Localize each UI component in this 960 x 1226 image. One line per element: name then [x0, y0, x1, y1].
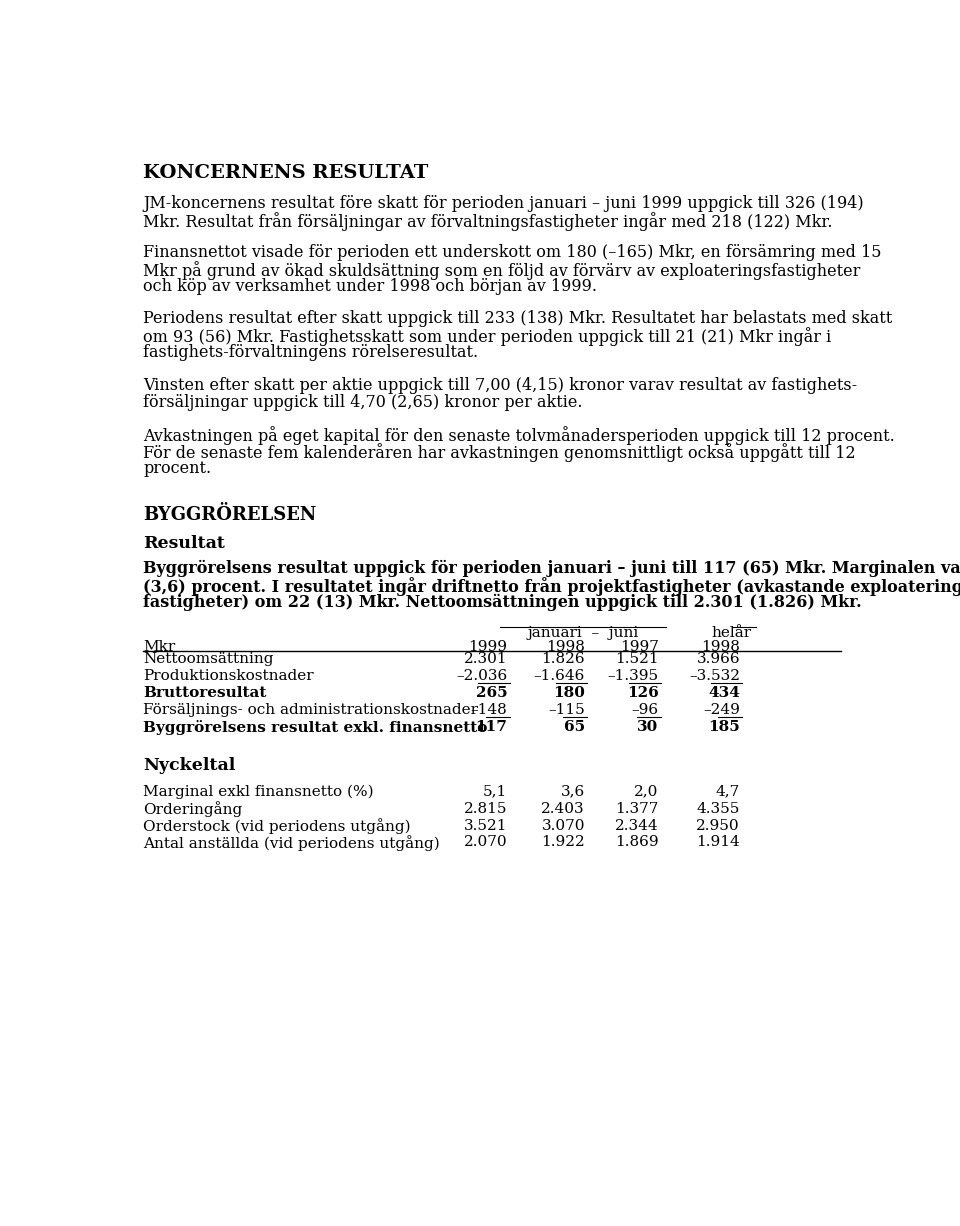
Text: 4.355: 4.355 [697, 802, 740, 815]
Text: 2.070: 2.070 [464, 835, 508, 850]
Text: Produktionskostnader: Produktionskostnader [143, 669, 314, 683]
Text: 180: 180 [553, 687, 585, 700]
Text: 185: 185 [708, 720, 740, 734]
Text: –3.532: –3.532 [689, 669, 740, 683]
Text: Marginal exkl finansnetto (%): Marginal exkl finansnetto (%) [143, 785, 373, 799]
Text: Periodens resultat efter skatt uppgick till 233 (138) Mkr. Resultatet har belast: Periodens resultat efter skatt uppgick t… [143, 310, 893, 327]
Text: 2,0: 2,0 [635, 785, 659, 798]
Text: 126: 126 [627, 687, 659, 700]
Text: 2.403: 2.403 [541, 802, 585, 815]
Text: 3.070: 3.070 [541, 819, 585, 832]
Text: 2.344: 2.344 [615, 819, 659, 832]
Text: om 93 (56) Mkr. Fastighetsskatt som under perioden uppgick till 21 (21) Mkr ingå: om 93 (56) Mkr. Fastighetsskatt som unde… [143, 327, 831, 346]
Text: 1.922: 1.922 [541, 835, 585, 850]
Text: helår: helår [711, 626, 752, 640]
Text: försäljningar uppgick till 4,70 (2,65) kronor per aktie.: försäljningar uppgick till 4,70 (2,65) k… [143, 394, 583, 411]
Text: Orderingång: Orderingång [143, 802, 243, 818]
Text: –249: –249 [703, 702, 740, 717]
Text: och köp av verksamhet under 1998 och början av 1999.: och köp av verksamhet under 1998 och bör… [143, 278, 597, 295]
Text: Antal anställda (vid periodens utgång): Antal anställda (vid periodens utgång) [143, 835, 440, 851]
Text: Resultat: Resultat [143, 536, 226, 552]
Text: 5,1: 5,1 [483, 785, 508, 798]
Text: Mkr. Resultat från försäljningar av förvaltningsfastigheter ingår med 218 (122) : Mkr. Resultat från försäljningar av förv… [143, 212, 832, 230]
Text: 4,7: 4,7 [716, 785, 740, 798]
Text: KONCERNENS RESULTAT: KONCERNENS RESULTAT [143, 164, 428, 181]
Text: 2.301: 2.301 [464, 652, 508, 666]
Text: 3.521: 3.521 [464, 819, 508, 832]
Text: –96: –96 [632, 702, 659, 717]
Text: Mkr: Mkr [143, 640, 176, 653]
Text: BYGGRÖRELSEN: BYGGRÖRELSEN [143, 506, 317, 524]
Text: 1.377: 1.377 [615, 802, 659, 815]
Text: 117: 117 [475, 720, 508, 734]
Text: Bruttoresultat: Bruttoresultat [143, 687, 267, 700]
Text: JM-koncernens resultat före skatt för perioden januari – juni 1999 uppgick till : JM-koncernens resultat före skatt för pe… [143, 195, 864, 212]
Text: 1997: 1997 [620, 640, 659, 653]
Text: 434: 434 [708, 687, 740, 700]
Text: –148: –148 [470, 702, 508, 717]
Text: Försäljnings- och administrationskostnader: Försäljnings- och administrationskostnad… [143, 702, 478, 717]
Text: –2.036: –2.036 [456, 669, 508, 683]
Text: 1999: 1999 [468, 640, 508, 653]
Text: Finansnettot visade för perioden ett underskott om 180 (–165) Mkr, en försämring: Finansnettot visade för perioden ett und… [143, 244, 881, 261]
Text: Nyckeltal: Nyckeltal [143, 756, 235, 774]
Text: januari  –  juni: januari – juni [527, 626, 638, 640]
Text: Byggrörelsens resultat uppgick för perioden januari – juni till 117 (65) Mkr. Ma: Byggrörelsens resultat uppgick för perio… [143, 560, 960, 577]
Text: –115: –115 [548, 702, 585, 717]
Text: fastigheter) om 22 (13) Mkr. Nettoomsättningen uppgick till 2.301 (1.826) Mkr.: fastigheter) om 22 (13) Mkr. Nettoomsätt… [143, 593, 862, 611]
Text: fastighets-förvaltningens rörelseresultat.: fastighets-förvaltningens rörelseresulta… [143, 345, 478, 362]
Text: 3,6: 3,6 [561, 785, 585, 798]
Text: Byggrörelsens resultat exkl. finansnetto: Byggrörelsens resultat exkl. finansnetto [143, 720, 488, 736]
Text: Mkr på grund av ökad skuldsättning som en följd av förvärv av exploateringsfasti: Mkr på grund av ökad skuldsättning som e… [143, 261, 860, 280]
Text: Orderstock (vid periodens utgång): Orderstock (vid periodens utgång) [143, 819, 411, 835]
Text: 1.914: 1.914 [696, 835, 740, 850]
Text: procent.: procent. [143, 460, 211, 477]
Text: 1998: 1998 [546, 640, 585, 653]
Text: 2.950: 2.950 [696, 819, 740, 832]
Text: –1.395: –1.395 [608, 669, 659, 683]
Text: 3.966: 3.966 [696, 652, 740, 666]
Text: 65: 65 [564, 720, 585, 734]
Text: 1.869: 1.869 [615, 835, 659, 850]
Text: 1.521: 1.521 [615, 652, 659, 666]
Text: 30: 30 [637, 720, 659, 734]
Text: 265: 265 [476, 687, 508, 700]
Text: För de senaste fem kalenderåren har avkastningen genomsnittligt också uppgått ti: För de senaste fem kalenderåren har avka… [143, 443, 856, 462]
Text: 2.815: 2.815 [464, 802, 508, 815]
Text: 1.826: 1.826 [541, 652, 585, 666]
Text: –1.646: –1.646 [534, 669, 585, 683]
Text: Vinsten efter skatt per aktie uppgick till 7,00 (4,15) kronor varav resultat av : Vinsten efter skatt per aktie uppgick ti… [143, 376, 857, 394]
Text: 1998: 1998 [701, 640, 740, 653]
Text: Avkastningen på eget kapital för den senaste tolvmånadersperioden uppgick till 1: Avkastningen på eget kapital för den sen… [143, 425, 895, 445]
Text: (3,6) procent. I resultatet ingår driftnetto från projektfastigheter (avkastande: (3,6) procent. I resultatet ingår driftn… [143, 576, 960, 596]
Text: Nettoomsättning: Nettoomsättning [143, 652, 274, 666]
